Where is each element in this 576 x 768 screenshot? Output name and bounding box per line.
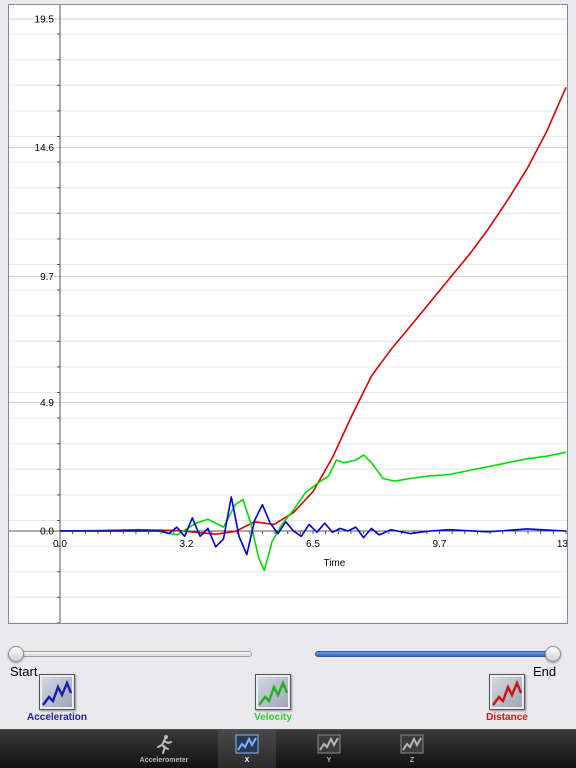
end-label: End <box>533 664 557 679</box>
end-slider-track[interactable] <box>315 651 555 657</box>
x-tick-label: 0.0 <box>53 539 67 550</box>
start-slider-handle[interactable] <box>8 646 24 662</box>
tab-x-label: X <box>244 757 250 764</box>
distance-label: Distance <box>486 712 528 723</box>
x-tick-label: 6.5 <box>306 539 320 550</box>
plot-area: 0.0 4.9 9.7 14.6 19.5 0.0 3.2 6.5 9.7 13 Time <box>8 4 568 624</box>
end-slider-handle[interactable] <box>545 646 561 662</box>
graph-icon <box>317 734 341 754</box>
acceleration-label: Acceleration <box>26 712 88 723</box>
start-slider-track[interactable] <box>12 651 252 657</box>
tab-z-label: Z <box>409 757 415 764</box>
chart-canvas: 0.0 4.9 9.7 14.6 19.5 0.0 3.2 6.5 9.7 13 Time <box>9 5 568 623</box>
velocity-label: Velocity <box>254 712 292 723</box>
y-tick-label: 19.5 <box>35 15 55 26</box>
velocity-graph-icon <box>255 674 291 710</box>
y-tick-label: 4.9 <box>40 398 54 409</box>
tab-bar: Accelerometer X Y Z <box>0 729 576 768</box>
distance-graph-icon <box>489 674 525 710</box>
runner-icon <box>157 735 172 754</box>
series-line-acceleration <box>60 496 567 556</box>
acceleration-graph-icon <box>39 674 75 710</box>
tab-y-label: Y <box>326 757 332 764</box>
x-tick-label: 13 <box>557 539 568 550</box>
x-axis-label: Time <box>323 558 345 569</box>
graph-icon <box>235 734 259 754</box>
tab-x[interactable]: X <box>218 730 276 768</box>
y-tick-label: 14.6 <box>35 143 55 154</box>
x-tick-label: 9.7 <box>433 539 447 550</box>
tab-z[interactable]: Z <box>383 730 441 768</box>
tab-y[interactable]: Y <box>300 730 358 768</box>
tab-accelerometer-label: Accelerometer <box>139 757 189 764</box>
series-line-distance <box>59 86 567 536</box>
start-label: Start <box>10 664 38 679</box>
acceleration-button[interactable]: Acceleration <box>22 674 92 723</box>
series-line-velocity <box>60 451 567 572</box>
tab-accelerometer[interactable]: Accelerometer <box>135 730 193 768</box>
y-tick-label: 0.0 <box>40 527 54 538</box>
distance-button[interactable]: Distance <box>472 674 542 723</box>
velocity-button[interactable]: Velocity <box>238 674 308 723</box>
graph-icon <box>400 734 424 754</box>
series-layer <box>59 86 567 572</box>
y-tick-label: 9.7 <box>40 272 54 283</box>
x-tick-label: 3.2 <box>180 539 194 550</box>
